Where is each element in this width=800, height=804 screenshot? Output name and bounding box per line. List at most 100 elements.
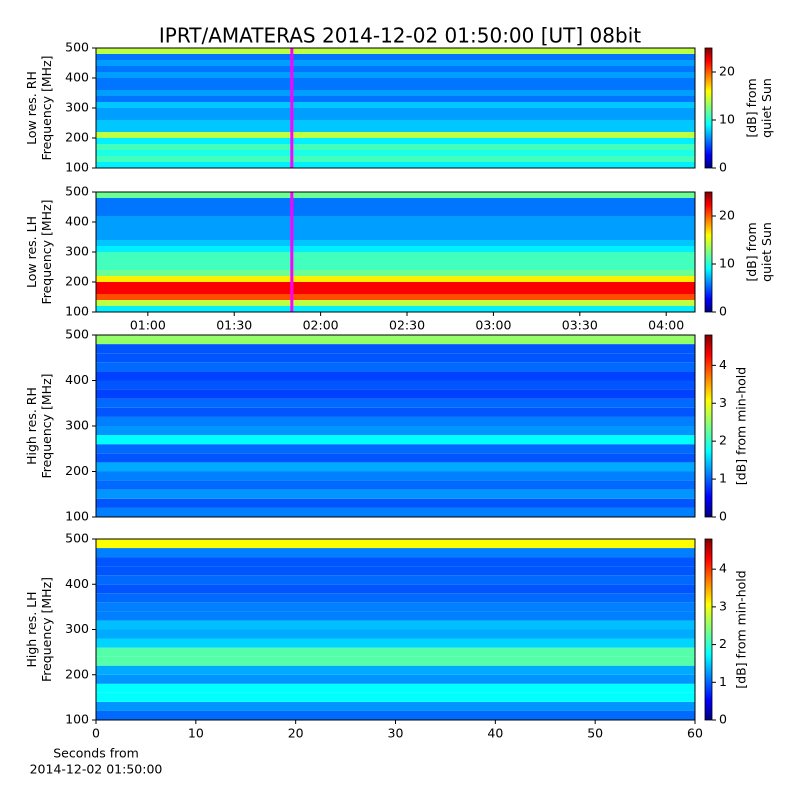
colorbar-label: [dB] from: [744, 78, 759, 137]
x-tick-label: 60: [687, 726, 703, 741]
heat-row: [96, 380, 695, 390]
colorbar: [704, 47, 713, 169]
y-axis-label: Frequency [MHz]: [39, 577, 54, 682]
heat-row: [96, 60, 695, 66]
colorbar-tick-label: 2: [719, 636, 727, 651]
x-tick-label: 04:00: [648, 318, 684, 333]
x-tick-label: 02:30: [389, 318, 425, 333]
heat-row: [96, 398, 695, 408]
heat-row: [96, 371, 695, 381]
x-tick-label: 01:00: [130, 318, 166, 333]
x-tick-label: 10: [188, 726, 204, 741]
y-tick-label: 500: [65, 531, 89, 546]
heat-row: [96, 132, 695, 138]
colorbar-tick-label: 4: [719, 561, 727, 576]
heat-row: [96, 629, 695, 639]
x-tick-label: 30: [388, 726, 404, 741]
heat-row: [96, 276, 695, 282]
heat-row: [96, 48, 695, 54]
y-tick-label: 500: [65, 40, 89, 55]
heat-row: [96, 674, 695, 684]
colorbar: [704, 191, 713, 313]
colorbar-tick-label: 3: [719, 598, 727, 613]
x-tick-label: 20: [288, 726, 304, 741]
colorbar-tick-label: 2: [719, 433, 727, 448]
colorbar-tick-label: 4: [719, 357, 727, 372]
colorbar-label: [dB] from: [744, 222, 759, 281]
heat-row: [96, 435, 695, 445]
y-axis-label: Low res. LH: [24, 216, 39, 288]
heat-row: [96, 584, 695, 594]
x-tick-label: 0: [92, 726, 100, 741]
heat-row: [96, 78, 695, 84]
heat-row: [96, 602, 695, 612]
heat-row: [96, 489, 695, 499]
colorbar-tick-label: 0: [719, 160, 727, 175]
heat-row: [96, 611, 695, 621]
heat-row: [96, 198, 695, 204]
colorbar-tick-label: 0: [719, 509, 727, 524]
heat-row: [96, 108, 695, 114]
heat-row: [96, 548, 695, 558]
colorbar: [704, 334, 713, 518]
y-tick-label: 400: [65, 70, 89, 85]
heat-row: [96, 84, 695, 90]
y-axis-label: Low res. RH: [24, 71, 39, 145]
colorbar-label: quiet Sun: [759, 222, 774, 282]
y-axis-label: Frequency [MHz]: [39, 199, 54, 304]
x-tick-label: 03:00: [475, 318, 511, 333]
heat-row: [96, 575, 695, 585]
x-axis-label: Seconds from: [53, 746, 139, 761]
y-axis-label: High res. RH: [24, 387, 39, 465]
heat-row: [96, 246, 695, 252]
heat-row: [96, 335, 695, 345]
heat-row: [96, 539, 695, 549]
colorbar-tick-label: 0: [719, 304, 727, 319]
y-tick-label: 300: [65, 418, 89, 433]
heat-row: [96, 593, 695, 603]
heat-row: [96, 264, 695, 270]
y-tick-label: 400: [65, 372, 89, 387]
y-tick-label: 400: [65, 214, 89, 229]
heat-row: [96, 557, 695, 567]
heat-row: [96, 416, 695, 426]
heat-row: [96, 353, 695, 363]
heat-row: [96, 344, 695, 354]
y-tick-label: 500: [65, 184, 89, 199]
heat-row: [96, 362, 695, 372]
colorbar-tick-label: 1: [719, 471, 727, 486]
colorbar-tick-label: 3: [719, 395, 727, 410]
time-marker: [290, 48, 294, 168]
heat-row: [96, 638, 695, 648]
y-axis-label: High res. LH: [24, 591, 39, 667]
heat-row: [96, 126, 695, 132]
colorbar-tick-label: 10: [719, 256, 735, 271]
y-tick-label: 100: [65, 160, 89, 175]
heat-row: [96, 228, 695, 234]
colorbar-tick-label: 1: [719, 674, 727, 689]
colorbar: [704, 538, 713, 721]
y-tick-label: 300: [65, 100, 89, 115]
x-tick-label: 03:30: [562, 318, 598, 333]
heat-row: [96, 162, 695, 168]
heat-row: [96, 192, 695, 198]
heat-row: [96, 96, 695, 102]
colorbar-tick-label: 10: [719, 112, 735, 127]
heat-row: [96, 156, 695, 162]
heat-row: [96, 407, 695, 417]
heat-row: [96, 144, 695, 150]
heat-row: [96, 498, 695, 508]
colorbar-tick-label: 20: [719, 208, 735, 223]
heat-row: [96, 471, 695, 481]
heat-row: [96, 240, 695, 246]
x-tick-label: 01:30: [216, 318, 252, 333]
heat-row: [96, 120, 695, 126]
heat-row: [96, 389, 695, 399]
heat-row: [96, 665, 695, 675]
y-tick-label: 200: [65, 666, 89, 681]
heat-row: [96, 647, 695, 657]
heat-row: [96, 210, 695, 216]
figure-title: IPRT/AMATERAS 2014-12-02 01:50:00 [UT] 0…: [159, 24, 641, 48]
heat-row: [96, 294, 695, 300]
heat-row: [96, 288, 695, 294]
